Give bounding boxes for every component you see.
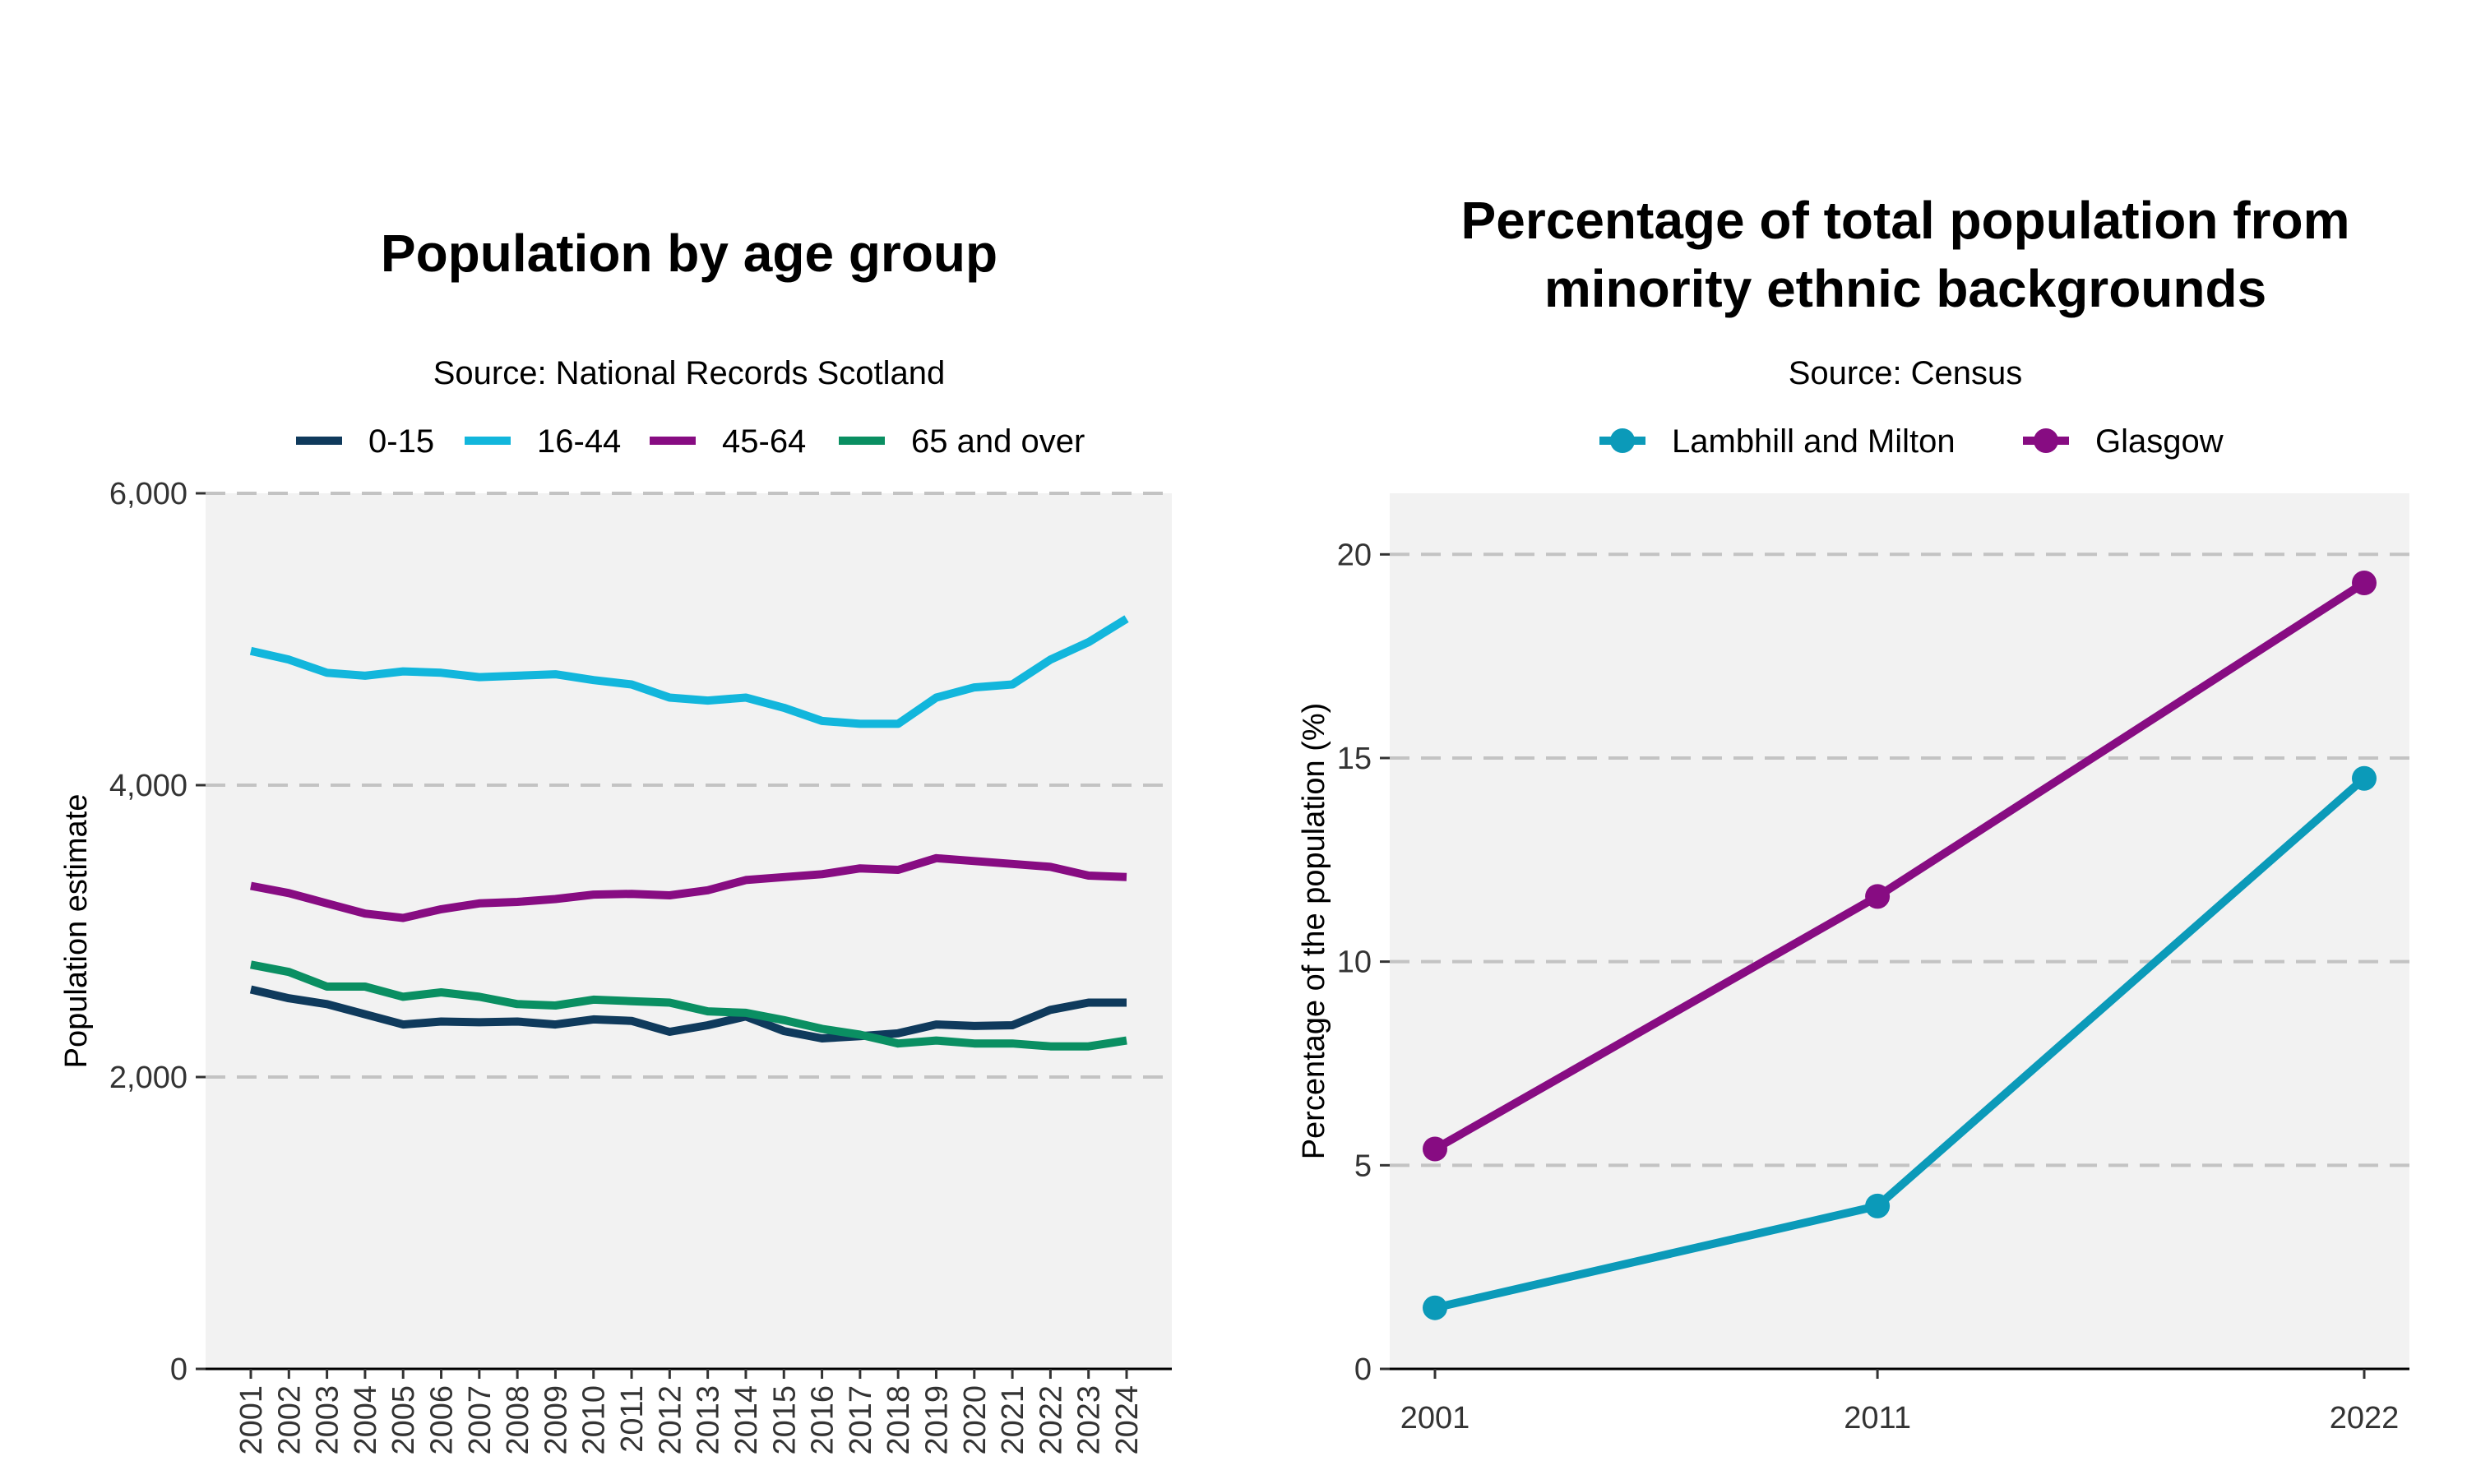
data-point [1865,1193,1891,1218]
legend-label: 16-44 [537,423,621,460]
legend: 0-15 16-44 45-64 65 and over [296,423,1085,460]
legend-item: 45-64 [650,423,806,460]
y-tick-label: 4,000 [109,769,187,803]
x-tick-label: 2024 [1110,1385,1145,1455]
x-tick-label: 2023 [1072,1385,1107,1455]
x-tick-label: 2009 [539,1385,573,1455]
y-tick-label: 0 [1354,1352,1372,1387]
data-point [2352,570,2377,595]
chart-subtitle: Source: National Records Scotland [433,355,946,391]
series-line-65-and-over [250,960,1127,1051]
x-tick-label: 2017 [844,1385,878,1455]
y-tick-label: 0 [170,1352,187,1387]
legend-label: 45-64 [722,423,806,460]
y-tick-label: 6,000 [109,477,187,511]
chart-2: Percentage of total population from minor… [1297,191,2409,1435]
legend-label: Glasgow [2095,423,2224,460]
legend-label: 65 and over [911,423,1085,460]
x-tick-label: 2003 [311,1385,345,1455]
legend-item: 65 and over [839,423,1085,460]
x-tick-label: 2008 [501,1385,535,1455]
x-tick-label: 2011 [1844,1401,1911,1435]
legend-label: 0-15 [368,423,434,460]
data-point [1423,1136,1447,1162]
y-tick-label: 2,000 [109,1061,187,1095]
series-line-0-15 [249,985,1127,1042]
series-line-45-64 [250,853,1127,922]
x-tick-label: 2013 [692,1385,726,1455]
legend-marker [2034,428,2058,453]
legend-item: 0-15 [296,423,434,460]
x-tick-label: 2014 [729,1385,764,1455]
y-tick-label: 5 [1354,1149,1372,1183]
plot-background [1390,493,2409,1369]
series-line-16-44 [249,615,1129,728]
x-tick-label: 2011 [615,1385,650,1453]
y-tick-label: 20 [1337,538,1372,572]
chart-1: Population by age group Source: National … [59,224,1172,1455]
x-tick-label: 2002 [272,1385,307,1455]
legend-label: Lambhill and Milton [1672,423,1956,460]
x-tick-label: 2018 [882,1385,916,1455]
x-tick-label: 2016 [806,1385,840,1455]
x-tick-label: 2022 [1034,1385,1068,1455]
x-tick-label: 2004 [349,1385,383,1455]
x-tick-label: 2019 [919,1385,954,1455]
data-point [2352,765,2377,791]
chart-title: minority ethnic backgrounds [1544,259,2266,318]
x-tick-label: 2012 [653,1385,687,1455]
y-tick-label: 10 [1337,945,1372,980]
legend-item: 16-44 [465,423,621,460]
x-tick-label: 2001 [234,1385,269,1455]
x-tick-label: 2006 [425,1385,460,1455]
legend-item: Lambhill and Milton [1599,423,1956,460]
legend-marker [1610,428,1635,453]
legend-item: Glasgow [2023,423,2224,460]
x-tick-label: 2020 [958,1385,993,1455]
x-tick-label: 2015 [767,1385,802,1455]
data-point [1423,1295,1447,1320]
x-tick-label: 2007 [463,1385,498,1455]
chart-title: Population by age group [381,224,997,283]
chart-subtitle: Source: Census [1789,355,2023,391]
x-tick-label: 2001 [1400,1401,1470,1435]
y-axis-title: Population estimate [59,794,94,1069]
y-axis-title: Percentage of the population (%) [1297,703,1331,1160]
plot-background [206,493,1172,1369]
y-tick-label: 15 [1337,742,1372,776]
data-point [1865,884,1891,909]
x-tick-label: 2005 [386,1385,421,1455]
chart-title: Percentage of total population from [1461,191,2350,250]
legend: Lambhill and Milton Glasgow [1599,423,2224,460]
x-tick-label: 2021 [996,1385,1030,1455]
x-tick-label: 2010 [577,1385,612,1455]
x-tick-label: 2022 [2330,1401,2400,1435]
